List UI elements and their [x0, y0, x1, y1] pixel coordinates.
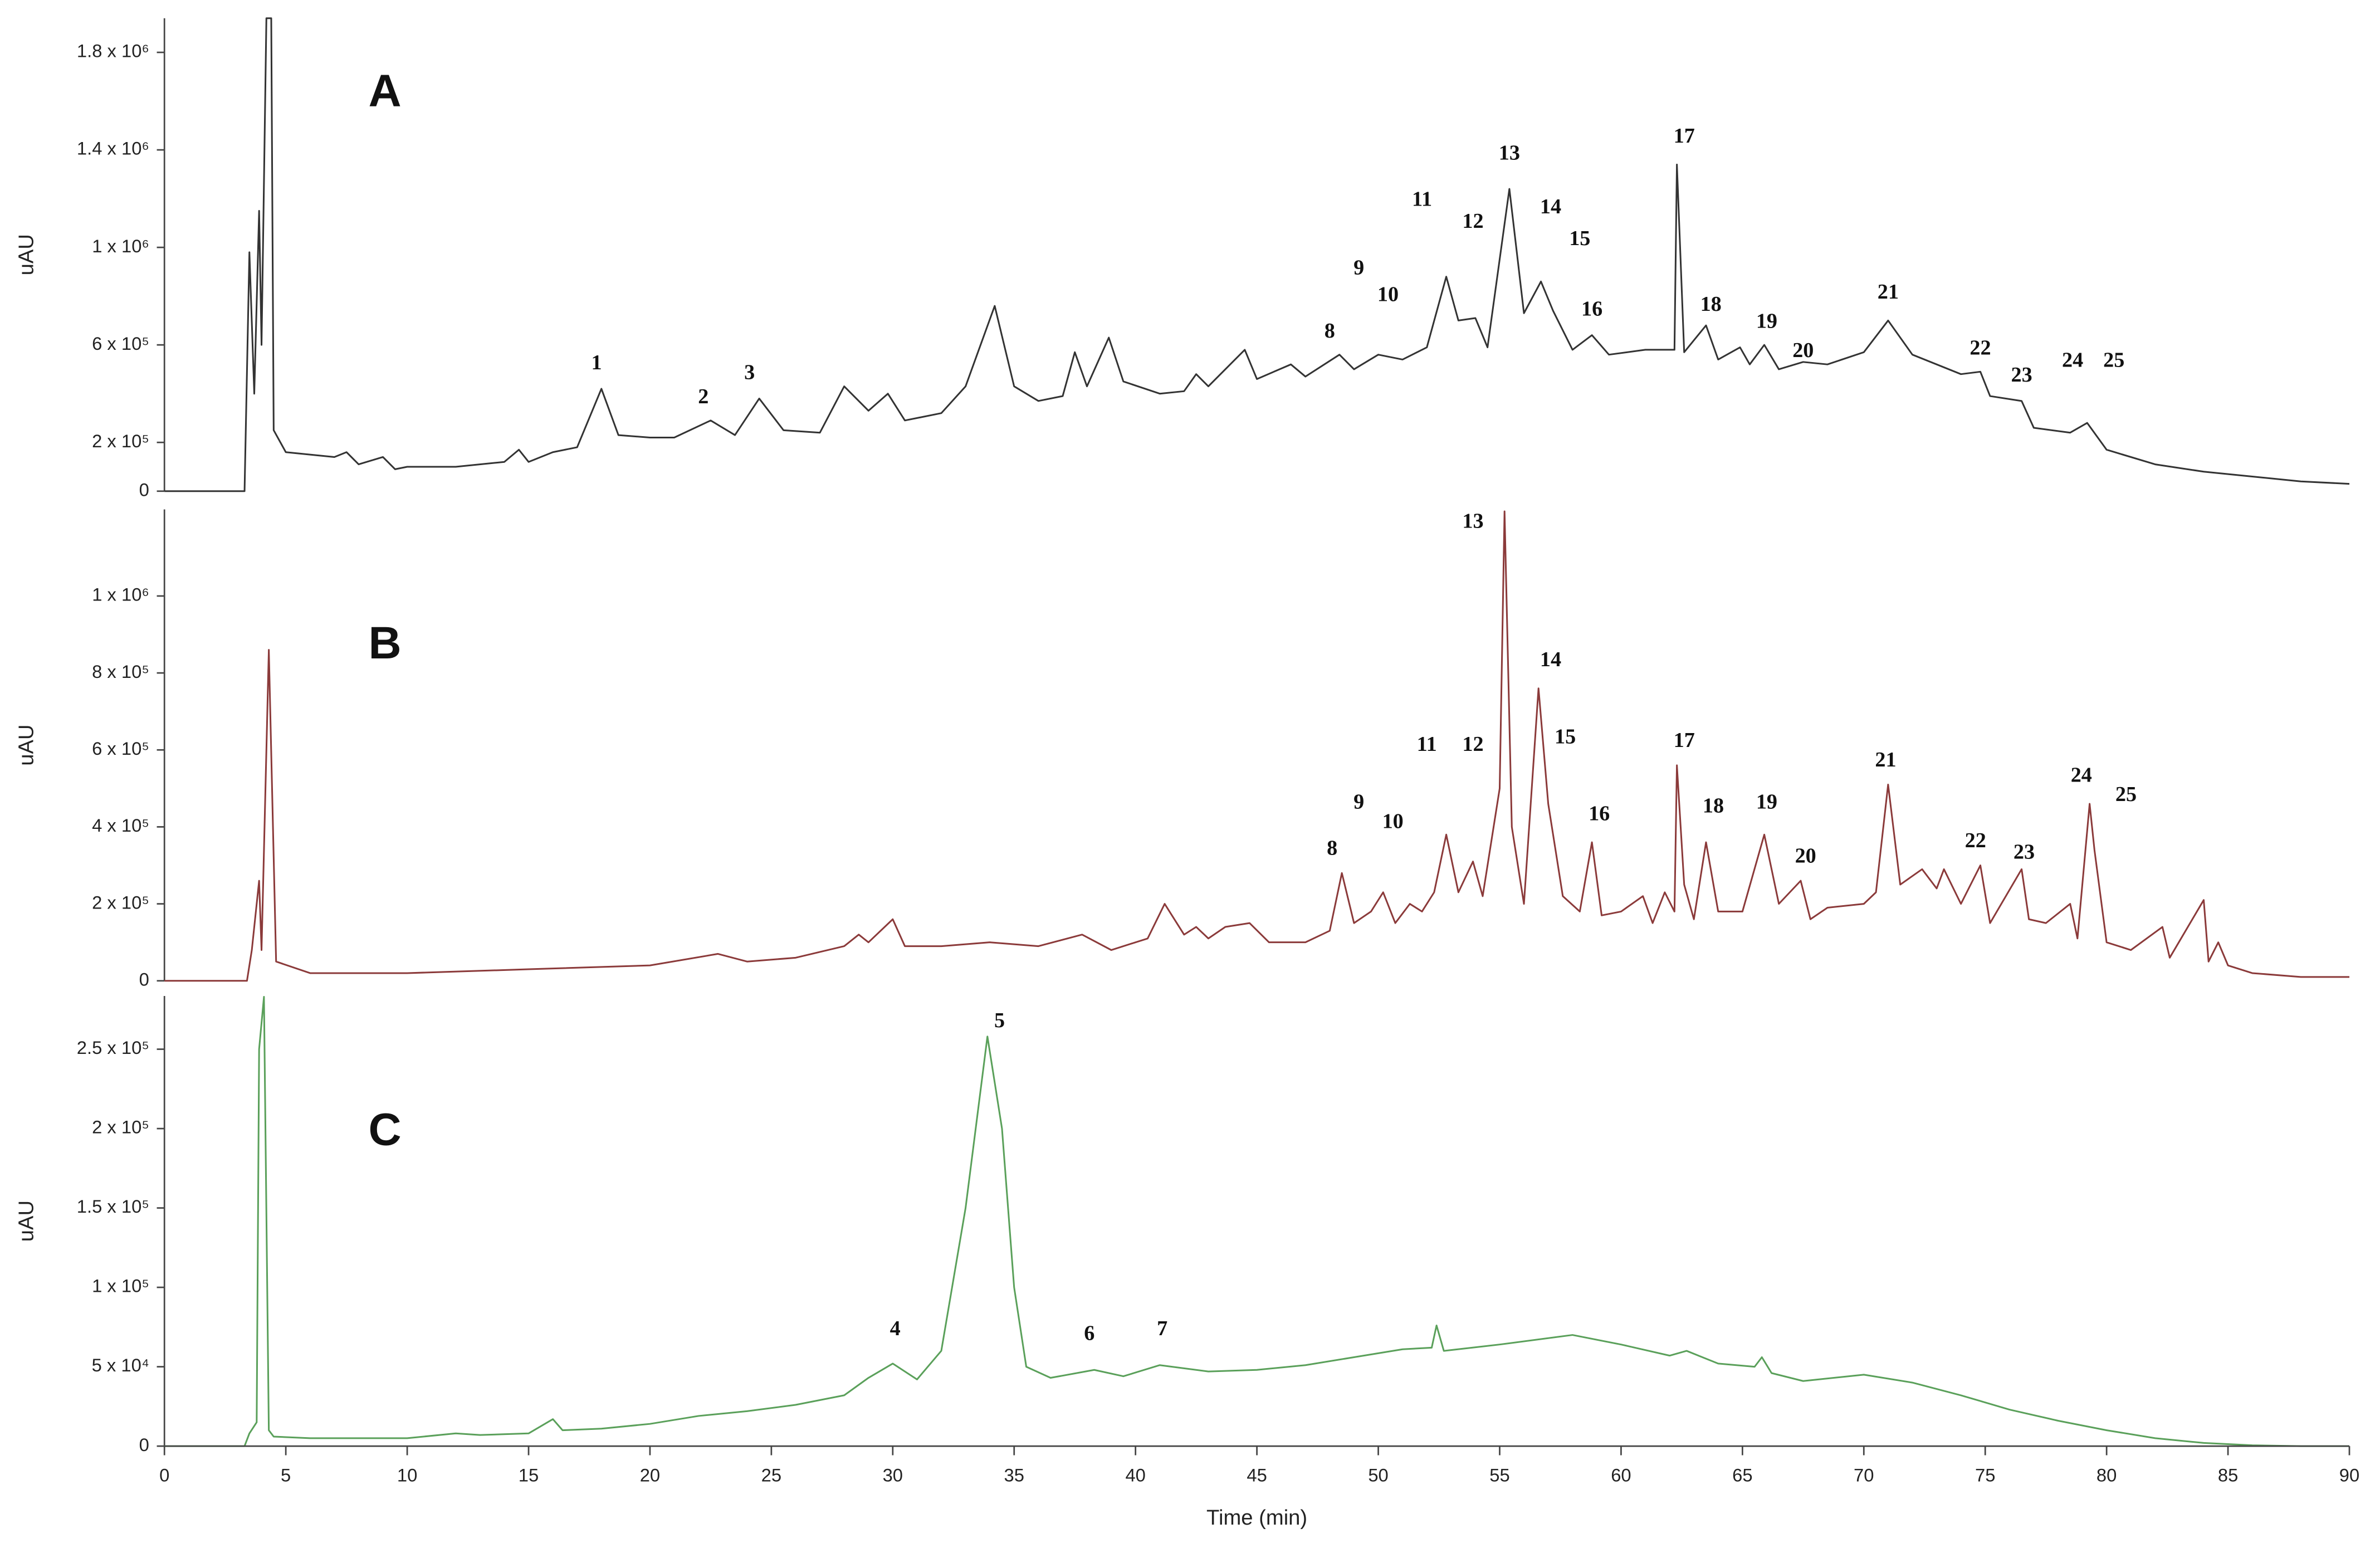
x-tick-label: 5 — [281, 1464, 291, 1485]
x-tick-label: 30 — [883, 1464, 903, 1485]
peak-label: 6 — [1084, 1321, 1094, 1345]
peak-label: 15 — [1569, 227, 1590, 250]
peak-label: 25 — [2103, 349, 2124, 372]
peak-label: 12 — [1462, 209, 1483, 233]
y-tick-label: 1 x 10⁵ — [92, 1276, 149, 1296]
x-tick-label: 55 — [1489, 1464, 1509, 1485]
x-tick-label: 20 — [640, 1464, 660, 1485]
peak-label: 3 — [744, 360, 755, 384]
x-tick-label: 0 — [159, 1464, 169, 1485]
y-tick-label: 5 x 10⁴ — [92, 1355, 149, 1375]
peak-label: 18 — [1700, 292, 1722, 316]
y-tick-label: 0 — [139, 479, 149, 500]
peak-label: 15 — [1555, 725, 1576, 748]
x-tick-label: 25 — [761, 1464, 781, 1485]
trace — [164, 510, 2350, 982]
y-tick-label: 0 — [139, 1434, 149, 1455]
peak-label: 11 — [1412, 188, 1432, 211]
x-axis-label: Time (min) — [1206, 1506, 1307, 1530]
peak-label: 4 — [890, 1317, 901, 1340]
y-tick-label: 2 x 10⁵ — [92, 431, 149, 451]
trace — [164, 17, 2350, 492]
peak-label: 2 — [698, 385, 708, 408]
peak-label: 14 — [1540, 648, 1561, 671]
peak-label: 19 — [1756, 790, 1777, 814]
peak-label: 1 — [591, 351, 602, 374]
peak-label: 13 — [1499, 141, 1520, 165]
y-tick-label: 4 x 10⁵ — [92, 815, 149, 836]
peak-label: 20 — [1795, 844, 1816, 867]
peak-label: 8 — [1327, 837, 1337, 860]
peak-label: 16 — [1589, 802, 1610, 825]
peak-label: 8 — [1325, 319, 1335, 343]
y-tick-label: 6 x 10⁵ — [92, 333, 149, 354]
x-tick-label: 80 — [2096, 1464, 2117, 1485]
x-tick-label: 35 — [1004, 1464, 1024, 1485]
x-tick-label: 15 — [519, 1464, 539, 1485]
peak-label: 17 — [1674, 124, 1695, 148]
y-tick-label: 1.8 x 10⁶ — [77, 41, 149, 61]
y-axis-label: uAU — [14, 724, 38, 765]
peak-label: 25 — [2115, 783, 2137, 806]
y-tick-label: 1.4 x 10⁶ — [77, 138, 149, 159]
x-tick-label: 90 — [2339, 1464, 2359, 1485]
panel-label: B — [368, 618, 401, 668]
peak-label: 14 — [1540, 195, 1561, 218]
peak-label: 23 — [2011, 363, 2032, 387]
y-tick-label: 2 x 10⁵ — [92, 892, 149, 912]
peak-label: 13 — [1462, 509, 1483, 533]
y-tick-label: 1 x 10⁶ — [92, 584, 149, 605]
y-tick-label: 1 x 10⁶ — [92, 236, 149, 256]
x-tick-label: 65 — [1732, 1464, 1752, 1485]
peak-label: 20 — [1792, 339, 1814, 362]
peak-label: 10 — [1382, 809, 1404, 833]
y-tick-label: 0 — [139, 969, 149, 989]
panel-label: C — [368, 1104, 401, 1155]
y-tick-label: 8 x 10⁵ — [92, 661, 149, 682]
peak-label: 18 — [1703, 794, 1724, 818]
peak-label: 21 — [1875, 748, 1896, 771]
panel-label: A — [368, 66, 401, 116]
y-tick-label: 1.5 x 10⁵ — [77, 1196, 149, 1217]
y-tick-label: 2.5 x 10⁵ — [77, 1037, 149, 1058]
peak-label: 24 — [2062, 349, 2083, 372]
trace — [164, 995, 2350, 1447]
peak-label: 11 — [1417, 733, 1437, 756]
peak-label: 16 — [1581, 297, 1602, 321]
peak-label: 23 — [2014, 841, 2035, 864]
y-axis-label: uAU — [14, 234, 38, 275]
peak-label: 17 — [1674, 729, 1695, 752]
x-tick-label: 60 — [1611, 1464, 1631, 1485]
peak-label: 19 — [1756, 310, 1777, 333]
x-tick-label: 10 — [397, 1464, 417, 1485]
x-tick-label: 75 — [1975, 1464, 1995, 1485]
x-tick-label: 45 — [1247, 1464, 1267, 1485]
y-tick-label: 2 x 10⁵ — [92, 1117, 149, 1137]
x-tick-label: 70 — [1854, 1464, 1874, 1485]
x-tick-label: 40 — [1125, 1464, 1145, 1485]
y-axis-label: uAU — [14, 1200, 38, 1242]
y-tick-label: 6 x 10⁵ — [92, 738, 149, 759]
peak-label: 12 — [1462, 733, 1483, 756]
peak-label: 5 — [994, 1009, 1005, 1032]
peak-label: 22 — [1965, 829, 1986, 852]
x-tick-label: 50 — [1368, 1464, 1388, 1485]
peak-label: 7 — [1157, 1317, 1167, 1340]
peak-label: 9 — [1353, 256, 1364, 279]
peak-label: 10 — [1377, 282, 1399, 306]
peak-label: 9 — [1353, 790, 1364, 814]
peak-label: 24 — [2071, 763, 2092, 787]
x-tick-label: 85 — [2218, 1464, 2238, 1485]
peak-label: 21 — [1878, 280, 1899, 304]
peak-label: 22 — [1970, 336, 1991, 360]
